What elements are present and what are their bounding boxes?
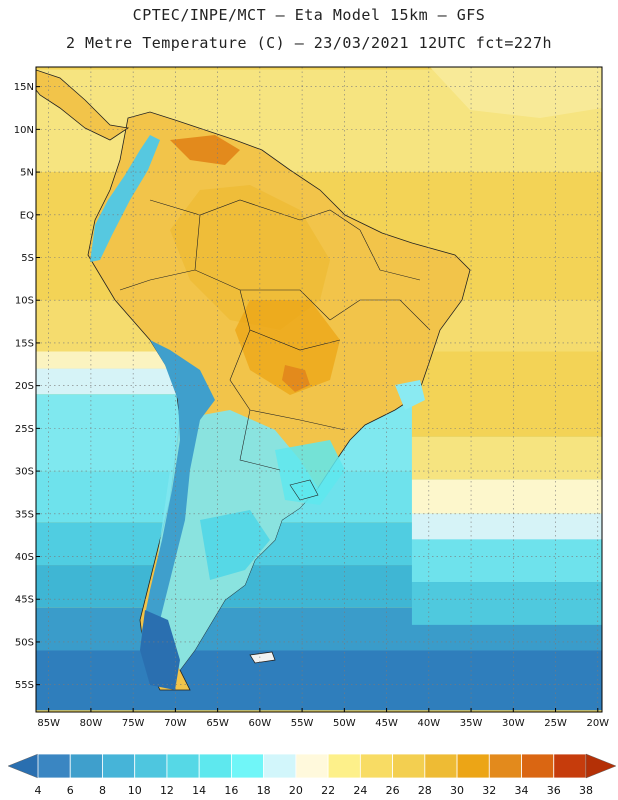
country-borders: [119, 199, 431, 471]
plot-frame: [35, 66, 603, 713]
map-subtitle: 2 Metre Temperature (C) – 23/03/2021 12U…: [65, 34, 553, 52]
east-ocean-band: [411, 436, 602, 480]
lon-label: 30W: [502, 718, 525, 729]
lon-label: 40W: [418, 718, 441, 729]
east-ocean-band: [411, 582, 602, 625]
lon-label: 75W: [122, 718, 145, 729]
amazon-warm-zone: [170, 185, 330, 330]
colorbar-label: 8: [99, 784, 106, 797]
lat-label: 15N: [14, 82, 34, 93]
lat-label: 5N: [20, 168, 34, 179]
lat-label: EQ: [20, 210, 34, 221]
latitude-labels: 15N 10N 5N EQ 5S 10S 15S 20S 25S 30S 35S 40S 45S 50S 5…: [14, 82, 40, 691]
colorbar-label: 26: [386, 784, 400, 797]
lon-label: 80W: [80, 718, 103, 729]
colorbar-label: 34: [515, 784, 529, 797]
se-brazil-cool-patch: [395, 380, 425, 410]
east-ocean-temperature-bands: [411, 351, 602, 625]
lon-label: 35W: [460, 718, 483, 729]
map-plot-area: [36, 67, 602, 712]
colorbar-swatch: [359, 753, 393, 779]
colorbar-swatch: [295, 753, 329, 779]
colorbar-swatch: [69, 753, 103, 779]
lat-label: 10S: [15, 296, 34, 307]
colorbar-swatch: [424, 753, 458, 779]
central-hot-zone: [235, 300, 340, 395]
south-andes-cold: [140, 340, 215, 670]
colorbar-swatch: [521, 753, 555, 779]
ocean-band: [36, 650, 602, 711]
lon-label: 70W: [164, 718, 187, 729]
colorbar-label: 4: [35, 784, 42, 797]
colorbar-label: 6: [67, 784, 74, 797]
lat-label: 40S: [15, 552, 34, 563]
east-ocean-band: [411, 513, 602, 540]
lon-label: 55W: [291, 718, 314, 729]
lat-label: 20S: [15, 381, 34, 392]
colorbar-label: 30: [450, 784, 464, 797]
colorbar-label: 32: [482, 784, 496, 797]
lon-label: 45W: [375, 718, 398, 729]
lon-label: 60W: [249, 718, 272, 729]
colorbar-swatch: [198, 753, 232, 779]
lat-label: 35S: [15, 509, 34, 520]
colorbar-min-arrow: [7, 753, 39, 779]
colorbar-swatch: [553, 753, 587, 779]
colorbar-label: 38: [579, 784, 593, 797]
north-andes-cold: [90, 135, 160, 262]
north-atlantic-patch: [430, 67, 602, 118]
east-ocean-band: [411, 479, 602, 514]
lon-label: 50W: [333, 718, 356, 729]
colorbar-swatch: [392, 753, 426, 779]
lon-label: 85W: [37, 718, 60, 729]
colorbar-swatch: [327, 753, 361, 779]
colorbar-swatch: [166, 753, 200, 779]
lat-label: 10N: [14, 125, 34, 136]
lat-label: 45S: [15, 595, 34, 606]
colorbar-swatch: [488, 753, 522, 779]
colorbar-swatch: [456, 753, 490, 779]
colorbar-swatch: [37, 753, 71, 779]
colorbar: 4 6 8 10 12 14 16 18 20 22 24 26 28 30 32 34 36 38: [7, 753, 617, 797]
rio-de-la-plata: [289, 479, 319, 501]
tierra-del-fuego-cold: [140, 610, 180, 690]
lon-label: 20W: [586, 718, 609, 729]
colorbar-label: 12: [160, 784, 174, 797]
lat-label: 50S: [15, 637, 34, 648]
falkland-islands: [249, 651, 276, 664]
lon-label: 25W: [544, 718, 567, 729]
colorbar-label: 20: [289, 784, 303, 797]
colorbar-label: 18: [257, 784, 271, 797]
lat-label: 25S: [15, 424, 34, 435]
lat-label: 5S: [21, 253, 34, 264]
lon-label: 65W: [206, 718, 229, 729]
venezuela-hot-spot: [170, 135, 240, 165]
colorbar-max-arrow: [585, 753, 617, 779]
east-ocean-band: [411, 539, 602, 583]
colorbar-label: 10: [128, 784, 142, 797]
lat-label: 15S: [15, 338, 34, 349]
central-america-land: [36, 69, 130, 141]
colorbar-label: 14: [192, 784, 206, 797]
map-title: CPTEC/INPE/MCT – Eta Model 15km – GFS: [132, 6, 486, 24]
colorbar-swatch: [263, 753, 297, 779]
colorbar-label: 28: [418, 784, 432, 797]
colorbar-label: 16: [224, 784, 238, 797]
colorbar-swatch: [102, 753, 136, 779]
colorbar-label: 24: [353, 784, 367, 797]
colorbar-swatch: [231, 753, 265, 779]
east-ocean-band: [411, 351, 602, 437]
longitude-labels: 85W 80W 75W 70W 65W 60W 55W 50W 45W 40W 35W 30W 25W 2…: [37, 708, 609, 729]
pantanal-hot-spot: [282, 365, 310, 392]
lat-label: 55S: [15, 680, 34, 691]
lat-label: 30S: [15, 467, 34, 478]
colorbar-label: 22: [321, 784, 335, 797]
colorbar-swatch: [134, 753, 168, 779]
colorbar-label: 36: [547, 784, 561, 797]
